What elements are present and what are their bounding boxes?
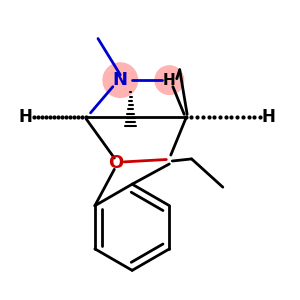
Circle shape: [155, 66, 184, 94]
Text: H: H: [18, 108, 32, 126]
Text: H: H: [163, 73, 176, 88]
Circle shape: [103, 63, 137, 98]
Text: H: H: [262, 108, 276, 126]
Text: O: O: [108, 154, 123, 172]
Text: N: N: [113, 71, 128, 89]
